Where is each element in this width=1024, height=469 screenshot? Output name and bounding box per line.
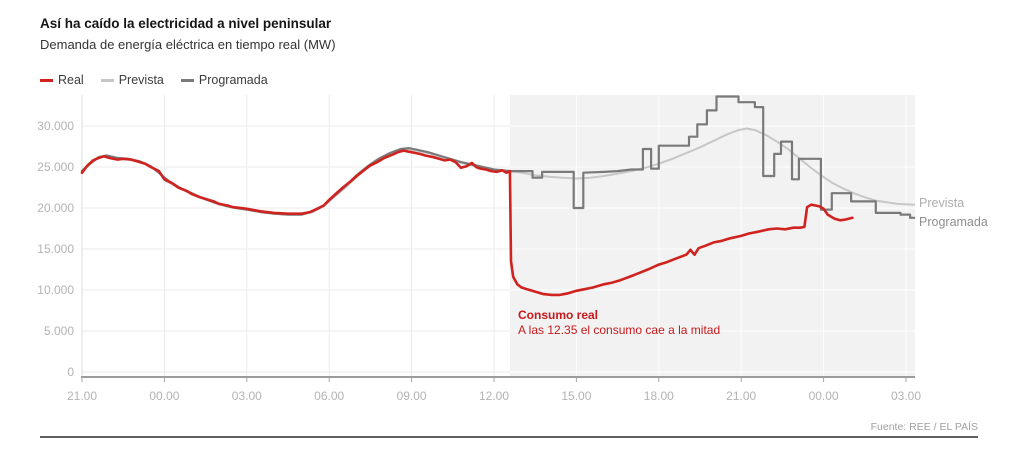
y-tick-label: 0 [67,365,74,379]
x-tick-label: 18.00 [644,389,674,403]
legend-swatch-programada-icon [180,78,194,82]
y-tick-label: 10.000 [37,283,74,297]
x-tick-label: 00.00 [149,389,179,403]
y-tick-label: 30.000 [37,119,74,133]
legend-label-real: Real [58,73,84,87]
series-label-prevista: Prevista [919,196,965,210]
legend-item-prevista: Prevista [100,73,164,87]
source-text: Fuente: REE / EL PAÍS [870,421,978,433]
x-tick-label: 06.00 [314,389,344,403]
legend: Real Prevista Programada [40,73,268,87]
y-tick-label: 15.000 [37,242,74,256]
annotation-title: Consumo real [518,308,599,322]
series-real-line [80,149,854,297]
x-tick-label: 03.00 [232,389,262,403]
chart-subtitle: Demanda de energía eléctrica en tiempo r… [40,37,336,52]
x-tick-label: 03.00 [891,389,921,403]
x-tick-label: 21.00 [67,389,97,403]
footer-rule [40,436,978,438]
legend-label-prevista: Prevista [118,73,164,87]
x-tick-label: 00.00 [809,389,839,403]
x-tick-label: 21.00 [726,389,756,403]
x-tick-label: 12.00 [479,389,509,403]
y-tick-label: 20.000 [37,201,74,215]
legend-swatch-prevista-icon [100,78,114,82]
legend-swatch-real-icon [40,78,53,82]
annotation: Consumo real A las 12.35 el consumo cae … [518,308,720,338]
series-label-programada: Programada [919,215,988,229]
x-tick-label: 15.00 [561,389,591,403]
legend-label-programada: Programada [198,73,268,87]
annotation-text: A las 12.35 el consumo cae a la mitad [518,323,721,337]
y-tick-label: 25.000 [37,160,74,174]
y-tick-label: 5.000 [44,324,74,338]
x-tick-label: 09.00 [397,389,427,403]
chart-title: Así ha caído la electricidad a nivel pen… [40,16,332,31]
legend-item-programada: Programada [180,73,268,87]
legend-item-real: Real [40,73,84,87]
